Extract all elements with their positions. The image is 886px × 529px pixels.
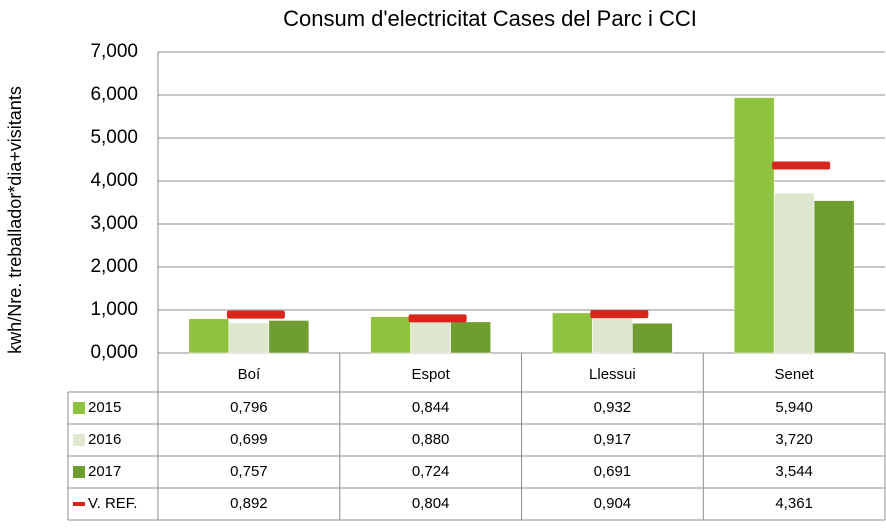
legend-label: 2016 bbox=[88, 431, 121, 448]
chart-title: Consum d'electricitat Cases del Parc i C… bbox=[283, 6, 697, 31]
bar bbox=[813, 200, 855, 354]
y-tick-label: 4,000 bbox=[90, 170, 138, 191]
legend-swatch bbox=[73, 466, 85, 478]
value-label: 3,544 bbox=[775, 463, 813, 480]
category-label: Senet bbox=[775, 366, 815, 383]
bar bbox=[773, 192, 815, 354]
value-label: 0,796 bbox=[230, 399, 268, 416]
category-label: Llessui bbox=[589, 366, 636, 383]
bar bbox=[632, 323, 673, 354]
value-label: 0,699 bbox=[230, 431, 268, 448]
value-label: 5,940 bbox=[775, 399, 813, 416]
value-label: 0,932 bbox=[594, 399, 632, 416]
bar bbox=[733, 97, 775, 354]
legend-swatch bbox=[73, 502, 85, 506]
legend-label: V. REF. bbox=[88, 495, 137, 512]
y-tick-label: 7,000 bbox=[90, 41, 138, 62]
bar bbox=[592, 313, 633, 354]
legend-label: 2015 bbox=[88, 399, 121, 416]
category-label: Espot bbox=[411, 366, 450, 383]
value-label: 0,724 bbox=[412, 463, 450, 480]
value-label: 0,804 bbox=[412, 495, 450, 512]
value-label: 0,880 bbox=[412, 431, 450, 448]
value-label: 4,361 bbox=[775, 495, 813, 512]
value-label: 0,892 bbox=[230, 495, 268, 512]
legend-label: 2017 bbox=[88, 463, 121, 480]
y-tick-label: 3,000 bbox=[90, 213, 138, 234]
legend-swatch bbox=[73, 434, 85, 446]
value-label: 0,904 bbox=[594, 495, 632, 512]
value-label: 0,757 bbox=[230, 463, 268, 480]
bar bbox=[228, 322, 270, 354]
reference-mark bbox=[226, 310, 285, 319]
y-tick-label: 5,000 bbox=[90, 127, 138, 148]
y-tick-label: 1,000 bbox=[90, 299, 138, 320]
bar bbox=[552, 312, 593, 354]
reference-mark bbox=[408, 314, 467, 323]
value-label: 0,691 bbox=[594, 463, 632, 480]
value-label: 0,917 bbox=[594, 431, 632, 448]
legend-swatch bbox=[73, 402, 85, 414]
y-tick-label: 2,000 bbox=[90, 256, 138, 277]
category-label: Boí bbox=[238, 366, 261, 383]
reference-mark bbox=[772, 161, 831, 170]
bar bbox=[268, 320, 310, 354]
value-label: 0,844 bbox=[412, 399, 450, 416]
y-axis-label: kwh/Nre. treballador*dia+visitants bbox=[5, 86, 25, 354]
reference-mark bbox=[590, 310, 649, 319]
value-label: 3,720 bbox=[775, 431, 813, 448]
y-tick-label: 0,000 bbox=[90, 342, 138, 363]
bar bbox=[450, 321, 491, 354]
y-tick-label: 6,000 bbox=[90, 84, 138, 105]
bar bbox=[188, 318, 230, 354]
bar bbox=[370, 316, 411, 354]
